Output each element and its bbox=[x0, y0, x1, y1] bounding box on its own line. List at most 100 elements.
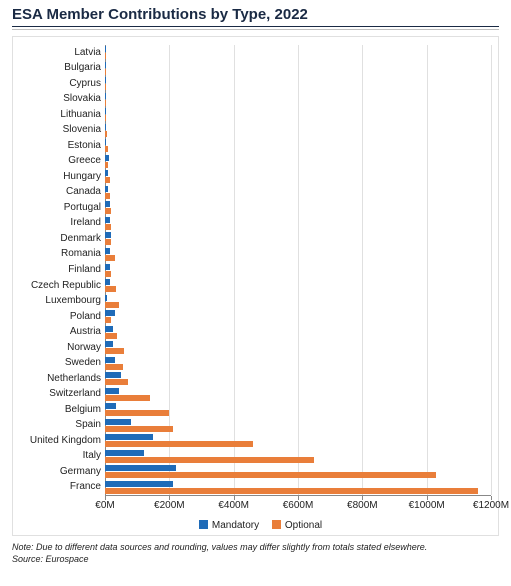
bar-mandatory bbox=[105, 139, 106, 145]
y-tick-label: Portugal bbox=[17, 201, 101, 215]
bar-mandatory bbox=[105, 155, 109, 161]
y-tick-label: Cyprus bbox=[17, 77, 101, 91]
bar-optional bbox=[105, 177, 110, 183]
bar-optional bbox=[105, 84, 106, 90]
bar-mandatory bbox=[105, 77, 106, 83]
bar-optional bbox=[105, 348, 124, 354]
gridline bbox=[234, 45, 235, 495]
legend-label-optional: Optional bbox=[285, 520, 322, 531]
x-tick-label: €0M bbox=[95, 500, 114, 511]
x-tick-label: €800M bbox=[347, 500, 378, 511]
bar-mandatory bbox=[105, 170, 108, 176]
y-tick-label: Switzerland bbox=[17, 387, 101, 401]
legend: Mandatory Optional bbox=[13, 520, 498, 531]
y-tick-label: Slovakia bbox=[17, 92, 101, 106]
bar-mandatory bbox=[105, 372, 121, 378]
bar-optional bbox=[105, 115, 106, 121]
bar-mandatory bbox=[105, 264, 110, 270]
title-rule-primary bbox=[12, 26, 499, 27]
bar-optional bbox=[105, 69, 106, 75]
source-text: Source: Eurospace bbox=[12, 554, 499, 566]
bar-mandatory bbox=[105, 357, 115, 363]
bar-mandatory bbox=[105, 46, 106, 52]
bar-optional bbox=[105, 426, 173, 432]
bar-mandatory bbox=[105, 419, 131, 425]
bar-optional bbox=[105, 379, 128, 385]
legend-swatch-optional bbox=[272, 520, 281, 529]
bar-optional bbox=[105, 410, 169, 416]
gridline bbox=[491, 45, 492, 495]
y-tick-label: Hungary bbox=[17, 170, 101, 184]
bar-mandatory bbox=[105, 232, 111, 238]
bar-optional bbox=[105, 333, 117, 339]
x-tick-label: €1200M bbox=[473, 500, 509, 511]
y-tick-label: Latvia bbox=[17, 46, 101, 60]
bar-mandatory bbox=[105, 465, 176, 471]
bar-mandatory bbox=[105, 124, 106, 130]
y-tick-label: Belgium bbox=[17, 403, 101, 417]
bar-mandatory bbox=[105, 186, 108, 192]
gridline bbox=[427, 45, 428, 495]
y-tick-label: Austria bbox=[17, 325, 101, 339]
footnotes: Note: Due to different data sources and … bbox=[12, 542, 499, 565]
bar-optional bbox=[105, 364, 123, 370]
legend-swatch-mandatory bbox=[199, 520, 208, 529]
x-tick-label: €1000M bbox=[409, 500, 445, 511]
bar-optional bbox=[105, 131, 107, 137]
bar-mandatory bbox=[105, 217, 110, 223]
y-tick-label: Slovenia bbox=[17, 123, 101, 137]
bar-optional bbox=[105, 100, 106, 106]
y-tick-label: Spain bbox=[17, 418, 101, 432]
title-rule-secondary bbox=[12, 29, 499, 30]
x-axis: €0M€200M€400M€600M€800M€1000M€1200M bbox=[105, 495, 491, 516]
bar-optional bbox=[105, 395, 150, 401]
bar-optional bbox=[105, 255, 115, 261]
bar-optional bbox=[105, 286, 116, 292]
bar-mandatory bbox=[105, 403, 116, 409]
y-tick-label: Romania bbox=[17, 247, 101, 261]
y-tick-label: Lithuania bbox=[17, 108, 101, 122]
bar-optional bbox=[105, 162, 108, 168]
bar-mandatory bbox=[105, 279, 110, 285]
y-tick-label: Czech Republic bbox=[17, 279, 101, 293]
bar-optional bbox=[105, 488, 478, 494]
bar-optional bbox=[105, 239, 111, 245]
bar-optional bbox=[105, 224, 111, 230]
bar-mandatory bbox=[105, 310, 115, 316]
bar-optional bbox=[105, 302, 119, 308]
y-tick-label: Sweden bbox=[17, 356, 101, 370]
bar-mandatory bbox=[105, 341, 113, 347]
bar-mandatory bbox=[105, 62, 106, 68]
gridline bbox=[362, 45, 363, 495]
x-tick-label: €600M bbox=[283, 500, 314, 511]
bar-mandatory bbox=[105, 93, 106, 99]
bar-mandatory bbox=[105, 388, 119, 394]
bar-optional bbox=[105, 146, 108, 152]
y-tick-label: Ireland bbox=[17, 216, 101, 230]
gridline bbox=[298, 45, 299, 495]
bar-optional bbox=[105, 472, 436, 478]
note-text: Note: Due to different data sources and … bbox=[12, 542, 499, 554]
bar-optional bbox=[105, 53, 106, 59]
y-tick-label: Finland bbox=[17, 263, 101, 277]
bar-mandatory bbox=[105, 326, 113, 332]
y-tick-label: Canada bbox=[17, 185, 101, 199]
x-tick-label: €200M bbox=[154, 500, 185, 511]
y-tick-label: France bbox=[17, 480, 101, 494]
y-tick-label: Bulgaria bbox=[17, 61, 101, 75]
bar-optional bbox=[105, 193, 110, 199]
chart-container: ESA Member Contributions by Type, 2022 L… bbox=[0, 0, 511, 586]
bar-mandatory bbox=[105, 108, 106, 114]
plot-area: LatviaBulgariaCyprusSlovakiaLithuaniaSlo… bbox=[105, 45, 491, 495]
bar-mandatory bbox=[105, 434, 153, 440]
bar-optional bbox=[105, 441, 253, 447]
y-tick-label: Italy bbox=[17, 449, 101, 463]
y-tick-label: Luxembourg bbox=[17, 294, 101, 308]
y-tick-label: Netherlands bbox=[17, 372, 101, 386]
chart-title: ESA Member Contributions by Type, 2022 bbox=[12, 6, 499, 26]
y-tick-label: Estonia bbox=[17, 139, 101, 153]
y-tick-label: Poland bbox=[17, 310, 101, 324]
bar-mandatory bbox=[105, 248, 110, 254]
y-tick-label: Germany bbox=[17, 465, 101, 479]
legend-label-mandatory: Mandatory bbox=[212, 520, 259, 531]
